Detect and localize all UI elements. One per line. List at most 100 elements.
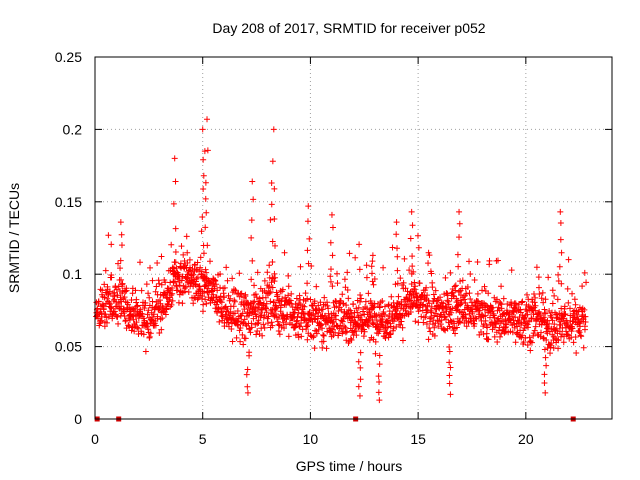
data-point	[269, 158, 276, 165]
data-point	[230, 286, 237, 293]
data-point	[320, 332, 327, 339]
data-point	[355, 304, 362, 311]
data-point	[232, 287, 239, 294]
data-point	[315, 309, 322, 316]
data-point	[329, 319, 336, 326]
data-point	[456, 288, 463, 295]
data-point	[150, 311, 157, 318]
data-point	[162, 311, 169, 318]
data-point	[118, 231, 125, 238]
data-point	[402, 285, 409, 292]
data-point	[172, 225, 179, 232]
data-point	[528, 305, 535, 312]
data-point	[357, 312, 364, 319]
data-point	[266, 262, 273, 269]
data-point	[213, 281, 220, 288]
data-point	[149, 298, 156, 305]
data-point	[244, 366, 251, 373]
data-point	[141, 305, 148, 312]
data-point	[401, 255, 408, 262]
data-point	[250, 315, 257, 322]
data-point	[216, 318, 223, 325]
data-point	[448, 309, 455, 316]
data-point	[178, 243, 185, 250]
data-point	[304, 323, 311, 330]
data-point	[446, 380, 453, 387]
data-point	[223, 264, 230, 271]
data-point	[446, 359, 453, 366]
data-point	[454, 303, 461, 310]
data-point	[133, 296, 140, 303]
data-point	[376, 352, 383, 359]
data-point	[169, 290, 176, 297]
data-point	[106, 301, 113, 308]
data-point	[329, 326, 336, 333]
data-point	[453, 299, 460, 306]
data-point	[471, 320, 478, 327]
data-point	[496, 333, 503, 340]
data-point	[176, 278, 183, 285]
data-point	[311, 345, 318, 352]
data-point	[158, 281, 165, 288]
data-point	[196, 286, 203, 293]
data-point	[453, 324, 460, 331]
data-point	[358, 295, 365, 302]
data-point	[459, 277, 466, 284]
data-point	[304, 280, 311, 287]
data-point	[463, 290, 470, 297]
data-point	[295, 334, 302, 341]
data-point	[144, 311, 151, 318]
data-point	[175, 271, 182, 278]
data-point	[183, 275, 190, 282]
data-point	[423, 284, 430, 291]
data-point	[295, 331, 302, 338]
x-tick-label: 0	[91, 431, 99, 447]
data-point	[242, 293, 249, 300]
data-point	[117, 257, 124, 264]
data-point	[527, 338, 534, 345]
data-point	[293, 318, 300, 325]
data-point	[441, 313, 448, 320]
data-point	[548, 314, 555, 321]
data-point	[111, 308, 118, 315]
data-point	[198, 268, 205, 275]
data-point	[366, 317, 373, 324]
data-point	[543, 362, 550, 369]
data-point	[431, 332, 438, 339]
data-point-peak	[244, 389, 251, 396]
data-point	[319, 344, 326, 351]
data-point	[241, 306, 248, 313]
data-point	[491, 333, 498, 340]
data-point	[169, 297, 176, 304]
data-point	[200, 156, 207, 163]
data-point	[260, 321, 267, 328]
data-point	[262, 305, 269, 312]
data-point	[114, 313, 121, 320]
data-point	[237, 338, 244, 345]
data-point	[290, 310, 297, 317]
data-point	[105, 291, 112, 298]
data-point	[272, 310, 279, 317]
data-point	[380, 264, 387, 271]
data-point	[428, 309, 435, 316]
data-point	[264, 269, 271, 276]
data-point	[387, 331, 394, 338]
data-point	[225, 292, 232, 299]
data-point	[180, 251, 187, 258]
data-point	[399, 324, 406, 331]
data-point	[407, 297, 414, 304]
data-point	[381, 303, 388, 310]
data-point	[547, 350, 554, 357]
data-point	[370, 281, 377, 288]
data-point	[301, 303, 308, 310]
data-point	[542, 309, 549, 316]
data-point	[203, 269, 210, 276]
data-point	[463, 323, 470, 330]
data-point	[285, 333, 292, 340]
data-point	[264, 320, 271, 327]
data-point	[168, 241, 175, 248]
data-point	[409, 253, 416, 260]
data-point	[115, 260, 122, 267]
data-point	[269, 238, 276, 245]
data-point	[361, 328, 368, 335]
